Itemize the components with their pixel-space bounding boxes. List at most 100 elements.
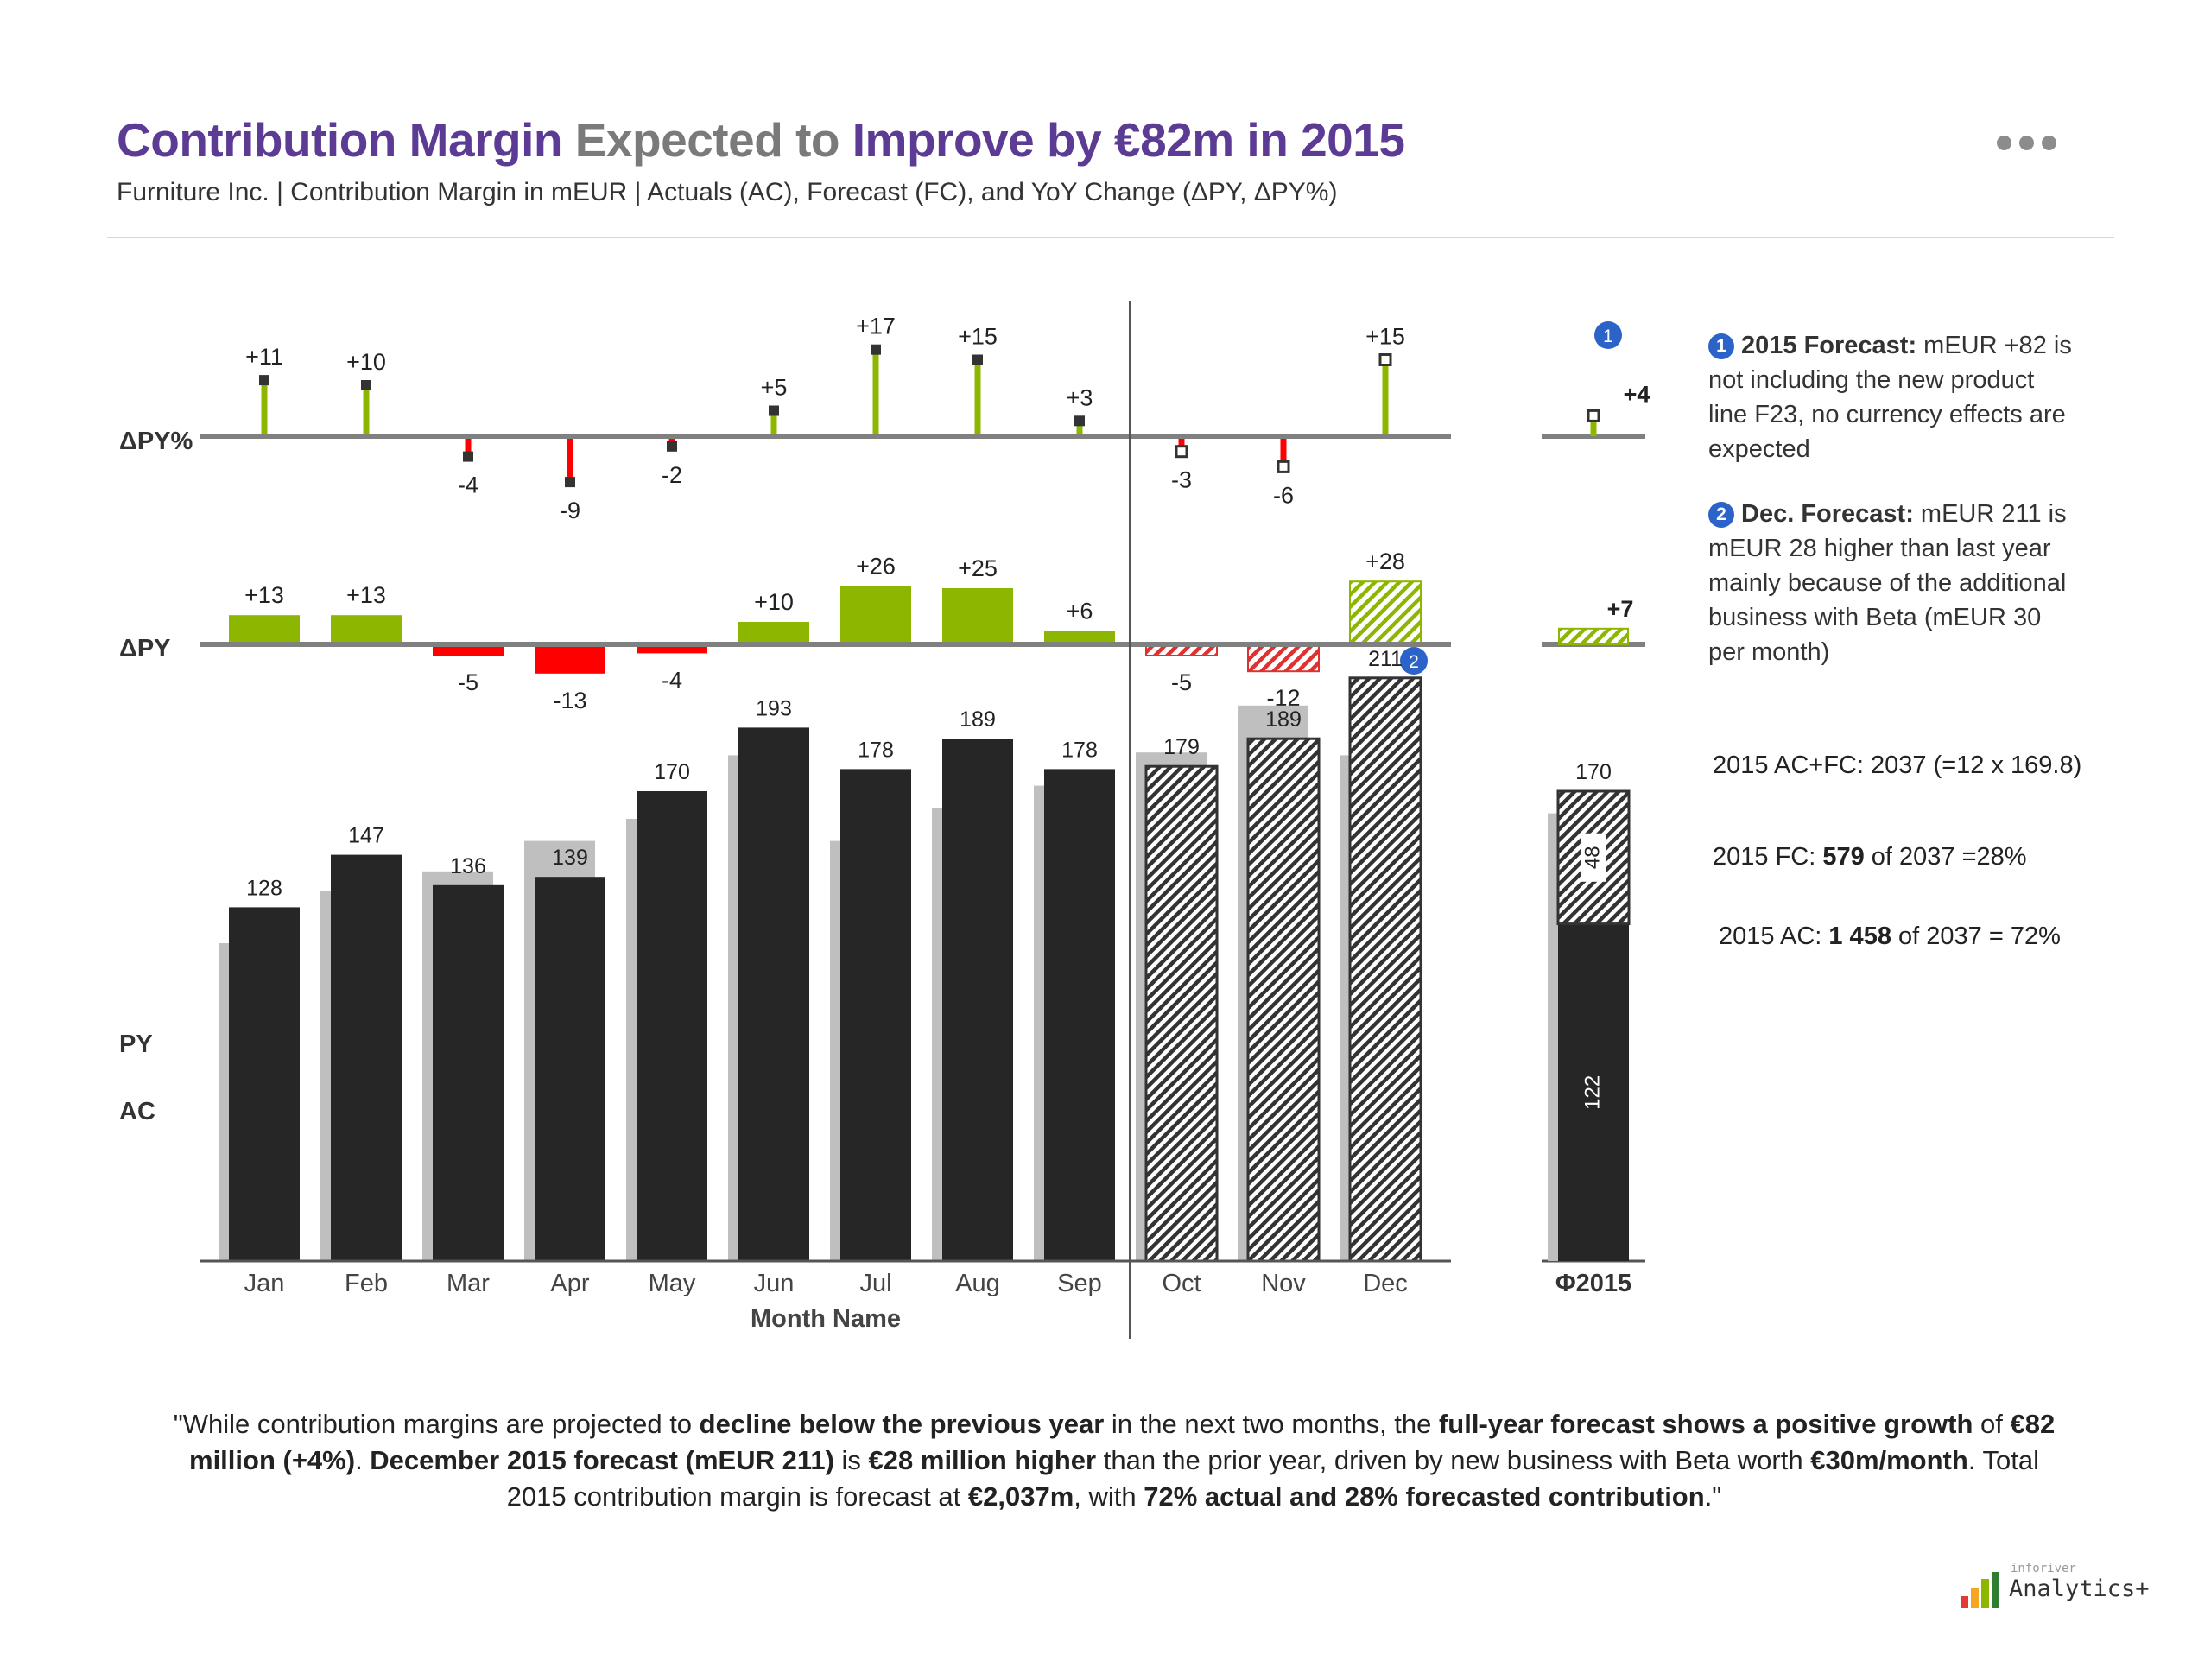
bar-value-label-jan: 128 [246, 876, 282, 900]
bar-value-label-jun: 193 [756, 696, 792, 720]
annotation-marker-1-label: 1 [1603, 326, 1613, 346]
category-label-oct: Oct [1162, 1270, 1201, 1297]
dpy-bar-aug [942, 588, 1013, 644]
bar-value-label-feb: 147 [348, 824, 384, 848]
title-part-3: Improve by €82m in 2015 [852, 113, 1405, 167]
total-value-label: 170 [1575, 760, 1612, 784]
category-label-sep: Sep [1057, 1270, 1102, 1297]
title-part-1: Contribution Margin [117, 113, 562, 167]
ac-bar-jan [229, 907, 300, 1261]
total-ac-label: 122 [1581, 1075, 1604, 1110]
dpy-bar-feb [331, 615, 402, 644]
bar-value-label-apr: 139 [552, 846, 588, 870]
quote-text: ." [1704, 1481, 1722, 1512]
fc-bar-dec [1348, 676, 1422, 1263]
annotation-marker-2-icon [1400, 647, 1428, 675]
bar-value-label-oct: 179 [1163, 735, 1200, 759]
dpy-bar-jan [229, 615, 300, 644]
dpy-label-dec: +28 [1365, 548, 1405, 574]
total-dpy-pct-head [1587, 409, 1600, 422]
total-dpy-pct-label: +4 [1624, 381, 1650, 407]
total-ac-segment [1558, 923, 1629, 1261]
page-title: Contribution Margin Expected to Improve … [117, 112, 1405, 168]
dpy-pct-head-jun [769, 405, 779, 416]
dpy-pct-label-may: -2 [662, 462, 682, 488]
fc-bar-oct [1144, 764, 1219, 1263]
bar-value-label-dec: 211 [1368, 647, 1403, 671]
ac-bar-aug [942, 739, 1013, 1261]
dpy-label-aug: +25 [958, 555, 998, 581]
dpy-pct-label-jul: +17 [856, 314, 896, 339]
quote-text: in the next two months, the [1104, 1409, 1439, 1439]
quote-emphasis: December 2015 forecast (mEUR 211) [370, 1445, 834, 1475]
fc-bar-nov [1246, 737, 1321, 1263]
stat-ac-prefix: 2015 AC: [1719, 922, 1829, 950]
dpy-label-may: -4 [662, 667, 682, 693]
dpy-pct-head-feb [361, 380, 371, 390]
bar-value-label-jul: 178 [858, 738, 894, 762]
category-label-mar: Mar [447, 1270, 490, 1297]
ac-bar-sep [1044, 769, 1115, 1261]
dpy-label-jan: +13 [244, 582, 284, 608]
row-label-py: PY [119, 1030, 153, 1058]
category-label-nov: Nov [1261, 1270, 1306, 1297]
dpy-label-jun: +10 [754, 589, 794, 615]
note-forecast-title: 2015 Forecast: [1741, 332, 1917, 359]
dpy-bar-mar [433, 644, 504, 656]
quote-text: "While contribution margins are projecte… [173, 1409, 700, 1439]
quote-emphasis: €28 million higher [868, 1445, 1097, 1475]
ac-bar-may [637, 791, 707, 1261]
dpy-pct-label-jun: +5 [761, 375, 788, 401]
annotation-marker: 2 [1708, 502, 1734, 529]
dpy-label-jul: +26 [856, 553, 896, 579]
bar-chart-icon [1961, 1572, 1999, 1608]
x-axis-title: Month Name [751, 1305, 901, 1333]
total-dpy-bar [1558, 627, 1629, 645]
bar-value-label-may: 170 [654, 760, 690, 784]
title-part-2: Expected to [574, 113, 840, 167]
annotation-marker: 1 [1708, 333, 1734, 360]
dpy-pct-label-aug: +15 [958, 324, 998, 350]
total-dpy-label: +7 [1607, 596, 1634, 622]
quote-emphasis: full-year forecast shows a positive grow… [1438, 1409, 1973, 1439]
bar-value-label-sep: 178 [1061, 738, 1098, 762]
dpy-pct-head-sep [1074, 415, 1085, 427]
dpy-pct-head-jan [259, 375, 269, 386]
dpy-label-oct: -5 [1171, 669, 1192, 695]
stat-total: 2015 AC+FC: 2037 (=12 x 169.8) [1713, 751, 2082, 779]
note-december-title: Dec. Forecast: [1741, 500, 1914, 528]
dpy-pct-label-oct: -3 [1171, 467, 1192, 493]
ac-bar-mar [433, 884, 504, 1261]
quote-emphasis: €82 million (+4%) [189, 1409, 2056, 1475]
dpy-pct-label-nov: -6 [1273, 482, 1294, 508]
dpy-pct-head-nov [1277, 460, 1290, 473]
dpy-pct-label-dec: +15 [1365, 324, 1405, 350]
category-label-aug: Aug [955, 1270, 1000, 1297]
dpy-bar-may [637, 644, 707, 654]
dpy-pct-label-apr: -9 [560, 498, 580, 523]
note-forecast-text: mEUR +82 is not including the new produc… [1708, 332, 2072, 463]
category-label-may: May [649, 1270, 696, 1297]
bar-value-label-aug: 189 [960, 707, 996, 732]
summary-quote: "While contribution margins are projecte… [164, 1406, 2064, 1515]
stat-ac-value: 1 458 [1828, 922, 1891, 950]
logo-big-text: Analytics+ [2009, 1575, 2150, 1602]
category-label-jan: Jan [244, 1270, 285, 1297]
category-label-jul: Jul [859, 1270, 891, 1297]
dpy-pct-label-feb: +10 [346, 349, 386, 375]
dpy-label-apr: -13 [553, 688, 586, 713]
annotation-marker-2-label: 2 [1409, 652, 1419, 672]
header-divider [107, 237, 2114, 238]
total-category-label: Φ2015 [1555, 1270, 1631, 1297]
dpy-bar-sep [1044, 631, 1115, 644]
dpy-pct-head-aug [972, 354, 983, 365]
dpy-pct-head-may [667, 441, 677, 452]
dpy-pct-head-jul [871, 344, 881, 355]
stat-actual: 2015 AC: 1 458 of 2037 = 72% [1719, 922, 2061, 951]
more-options-icon[interactable] [1997, 126, 2069, 161]
ac-bar-apr [535, 877, 605, 1261]
category-label-dec: Dec [1363, 1270, 1408, 1297]
category-label-apr: Apr [550, 1270, 589, 1297]
stat-fc-suffix: of 2037 =28% [1864, 843, 2027, 871]
